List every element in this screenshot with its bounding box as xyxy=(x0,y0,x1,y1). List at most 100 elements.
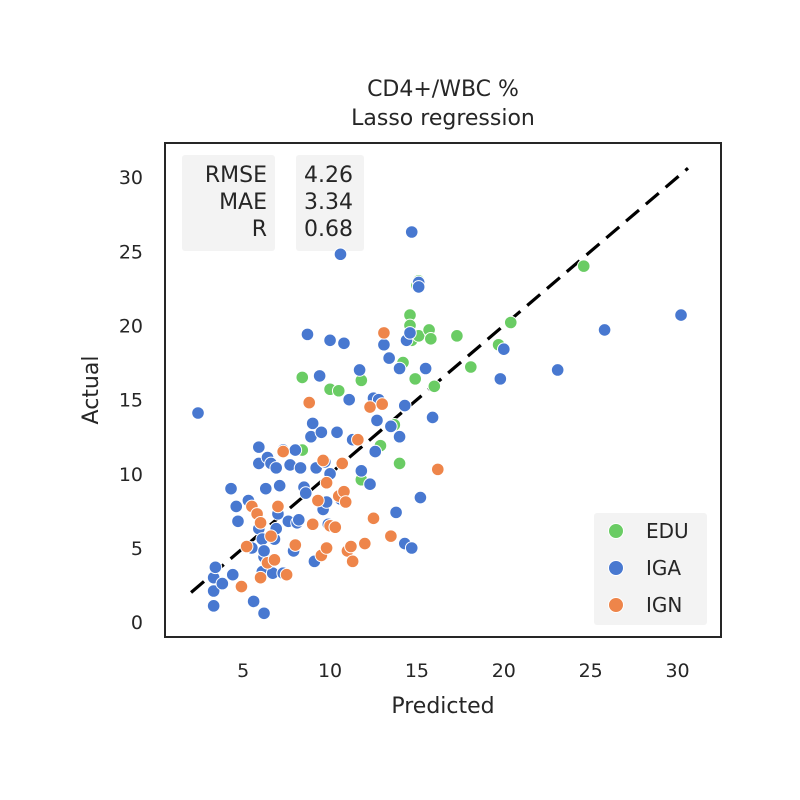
point-iga xyxy=(342,392,356,407)
point-ign xyxy=(335,456,350,471)
x-tick-label: 5 xyxy=(237,660,249,682)
point-iga xyxy=(382,351,396,365)
point-ign xyxy=(430,462,445,477)
point-iga xyxy=(300,327,315,342)
point-iga xyxy=(206,584,221,598)
point-iga xyxy=(305,416,320,431)
point-ign xyxy=(319,541,334,555)
legend-box xyxy=(594,513,707,625)
point-iga xyxy=(354,464,369,478)
point-edu xyxy=(464,360,478,374)
point-iga xyxy=(597,323,612,337)
stats-labels-box xyxy=(182,155,275,251)
point-edu xyxy=(331,383,346,398)
point-iga xyxy=(293,461,308,475)
point-iga xyxy=(224,481,238,496)
point-edu xyxy=(408,372,423,386)
point-ign xyxy=(288,538,303,552)
point-iga xyxy=(411,280,426,294)
point-ign xyxy=(351,432,365,447)
x-tick-label: 10 xyxy=(318,660,342,682)
point-ign xyxy=(276,444,290,459)
point-edu xyxy=(450,329,464,343)
point-ign xyxy=(253,515,268,530)
point-ign xyxy=(344,539,358,554)
point-iga xyxy=(384,419,398,434)
point-ign xyxy=(271,499,285,514)
point-iga xyxy=(397,398,412,413)
point-iga xyxy=(314,425,329,440)
point-ign xyxy=(358,536,372,551)
y-axis-label: Actual xyxy=(79,356,104,425)
point-iga xyxy=(392,429,407,444)
point-ign xyxy=(363,400,377,414)
y-axis-ticks: 0 5 10 15 20 25 30 xyxy=(119,167,143,634)
legend-marker-ign xyxy=(608,597,624,613)
point-ign xyxy=(264,529,278,543)
point-edu xyxy=(427,379,442,394)
point-edu xyxy=(503,315,518,330)
point-iga xyxy=(337,336,351,351)
x-tick-label: 20 xyxy=(492,660,516,682)
identity-line xyxy=(190,167,690,594)
point-iga xyxy=(363,477,377,492)
point-iga xyxy=(389,505,403,520)
point-ign xyxy=(366,511,381,526)
point-iga xyxy=(330,425,344,440)
point-iga xyxy=(225,567,240,582)
point-iga xyxy=(269,461,284,475)
point-edu xyxy=(295,370,310,385)
point-iga xyxy=(215,576,230,591)
points-layer xyxy=(191,225,688,621)
point-ign xyxy=(253,570,268,585)
stat-value: 3.34 xyxy=(304,190,353,215)
point-ign xyxy=(234,579,249,594)
legend-marker-edu xyxy=(608,523,624,539)
y-tick-label: 10 xyxy=(119,464,143,486)
y-tick-label: 15 xyxy=(119,390,143,412)
stat-label: RMSE xyxy=(205,163,267,188)
legend: EDU IGA IGN xyxy=(594,513,707,625)
point-iga xyxy=(392,361,407,376)
point-ign xyxy=(384,529,398,543)
point-iga xyxy=(370,413,384,428)
point-iga xyxy=(257,606,271,621)
point-ign xyxy=(377,326,391,340)
point-ign xyxy=(375,397,389,411)
x-axis-ticks: 5 10 15 20 25 30 xyxy=(237,660,690,682)
legend-label: IGA xyxy=(646,556,681,580)
point-iga xyxy=(229,499,244,514)
point-iga xyxy=(208,560,223,575)
point-edu xyxy=(576,259,591,273)
point-iga xyxy=(404,225,419,239)
point-iga xyxy=(368,444,383,459)
x-tick-label: 25 xyxy=(579,660,603,682)
point-ign xyxy=(338,495,353,509)
point-iga xyxy=(497,342,511,357)
plot-frame xyxy=(164,142,722,638)
stats-values-box xyxy=(296,155,364,251)
point-iga xyxy=(425,410,440,425)
point-iga xyxy=(257,544,271,558)
point-iga xyxy=(272,478,287,493)
point-ign xyxy=(239,539,254,554)
point-ign xyxy=(316,453,330,468)
point-iga xyxy=(377,337,391,352)
point-iga xyxy=(323,333,337,348)
chart-title: CD4+/WBC % xyxy=(367,77,519,102)
y-tick-label: 20 xyxy=(119,315,143,337)
point-iga xyxy=(231,514,245,529)
stat-label: MAE xyxy=(219,190,267,215)
point-ign xyxy=(345,554,360,569)
identity-line-layer xyxy=(190,167,690,594)
x-axis-label: Predicted xyxy=(391,694,494,719)
point-iga xyxy=(298,486,313,500)
point-iga xyxy=(418,361,433,376)
legend-marker-iga xyxy=(608,560,624,576)
legend-label: IGN xyxy=(646,593,682,617)
point-iga xyxy=(291,513,306,527)
point-ign xyxy=(279,567,294,582)
